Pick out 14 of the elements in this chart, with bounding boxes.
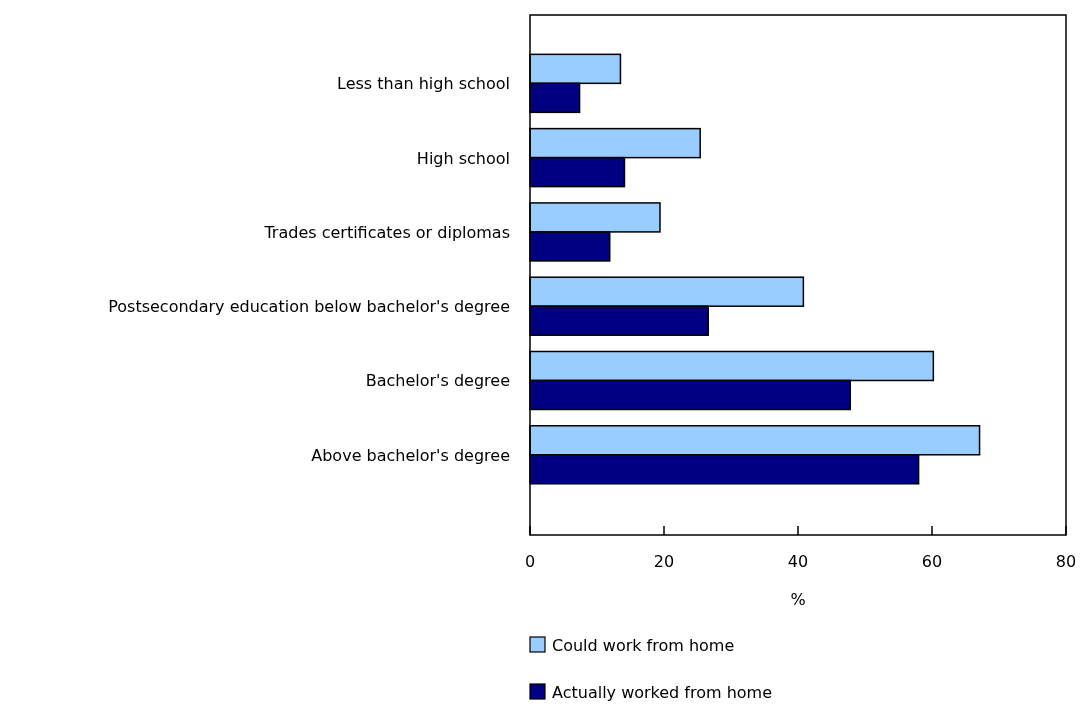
x-tick-label: 20	[653, 552, 675, 571]
legend-label: Could work from home	[552, 636, 735, 655]
y-tick-label: Postsecondary education below bachelor's degree	[108, 297, 510, 317]
legend-label: Actually worked from home	[552, 683, 773, 702]
y-tick-label: Less than high school	[337, 74, 510, 94]
x-axis-title: %	[790, 590, 806, 609]
y-tick-label: High school	[416, 148, 510, 168]
x-tick-label: 0	[524, 552, 536, 571]
y-tick-label: Above bachelor's degree	[311, 445, 510, 465]
y-tick-label: Trades certificates or diplomas	[263, 222, 510, 242]
x-tick-label: 80	[1055, 552, 1077, 571]
x-tick-label: 60	[921, 552, 943, 571]
x-tick-label: 40	[787, 552, 809, 571]
y-tick-label: Bachelor's degree	[365, 371, 510, 391]
